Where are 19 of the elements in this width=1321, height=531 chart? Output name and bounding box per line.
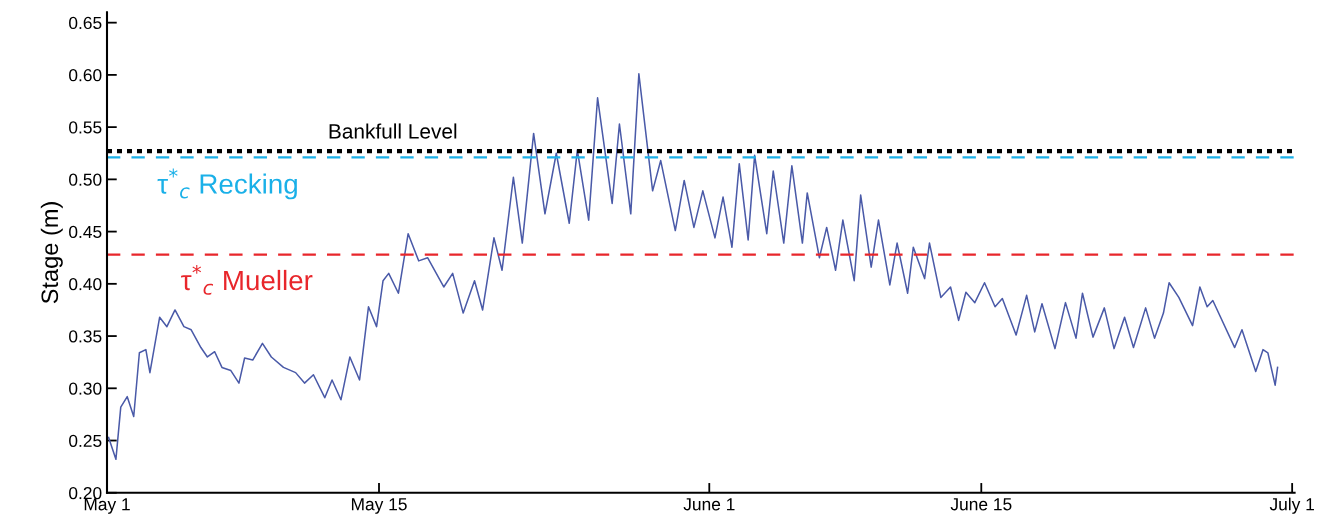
y-tick-label: 0.45 bbox=[69, 225, 102, 239]
y-tick-label: 0.50 bbox=[69, 173, 102, 186]
y-tick-label: 0.60 bbox=[69, 69, 102, 82]
x-tick-label: May 1 bbox=[84, 498, 130, 514]
x-tick-label: June 1 bbox=[683, 498, 735, 511]
x-tick-label: May 15 bbox=[351, 498, 407, 514]
y-axis-title: Stage (m) bbox=[40, 202, 63, 304]
ref-line-label: τ$^{*}$$_{c}$ Recking bbox=[157, 168, 297, 200]
y-tick-label: 0.25 bbox=[69, 434, 102, 447]
y-tick-label: 0.30 bbox=[69, 382, 102, 395]
ref-line-label: Bankfull Level bbox=[329, 123, 457, 139]
y-tick-label: 0.65 bbox=[69, 16, 102, 30]
y-tick-label: 0.40 bbox=[69, 278, 102, 291]
x-tick-label: June 15 bbox=[950, 498, 1012, 511]
y-tick-label: 0.35 bbox=[69, 330, 102, 343]
y-tick-label: 0.20 bbox=[69, 486, 102, 500]
y-tick-label: 0.55 bbox=[69, 121, 102, 134]
x-tick-label: July 1 bbox=[1269, 497, 1314, 514]
ref-line-label: τ$^{*}$$_{c}$ Mueller bbox=[181, 264, 313, 295]
